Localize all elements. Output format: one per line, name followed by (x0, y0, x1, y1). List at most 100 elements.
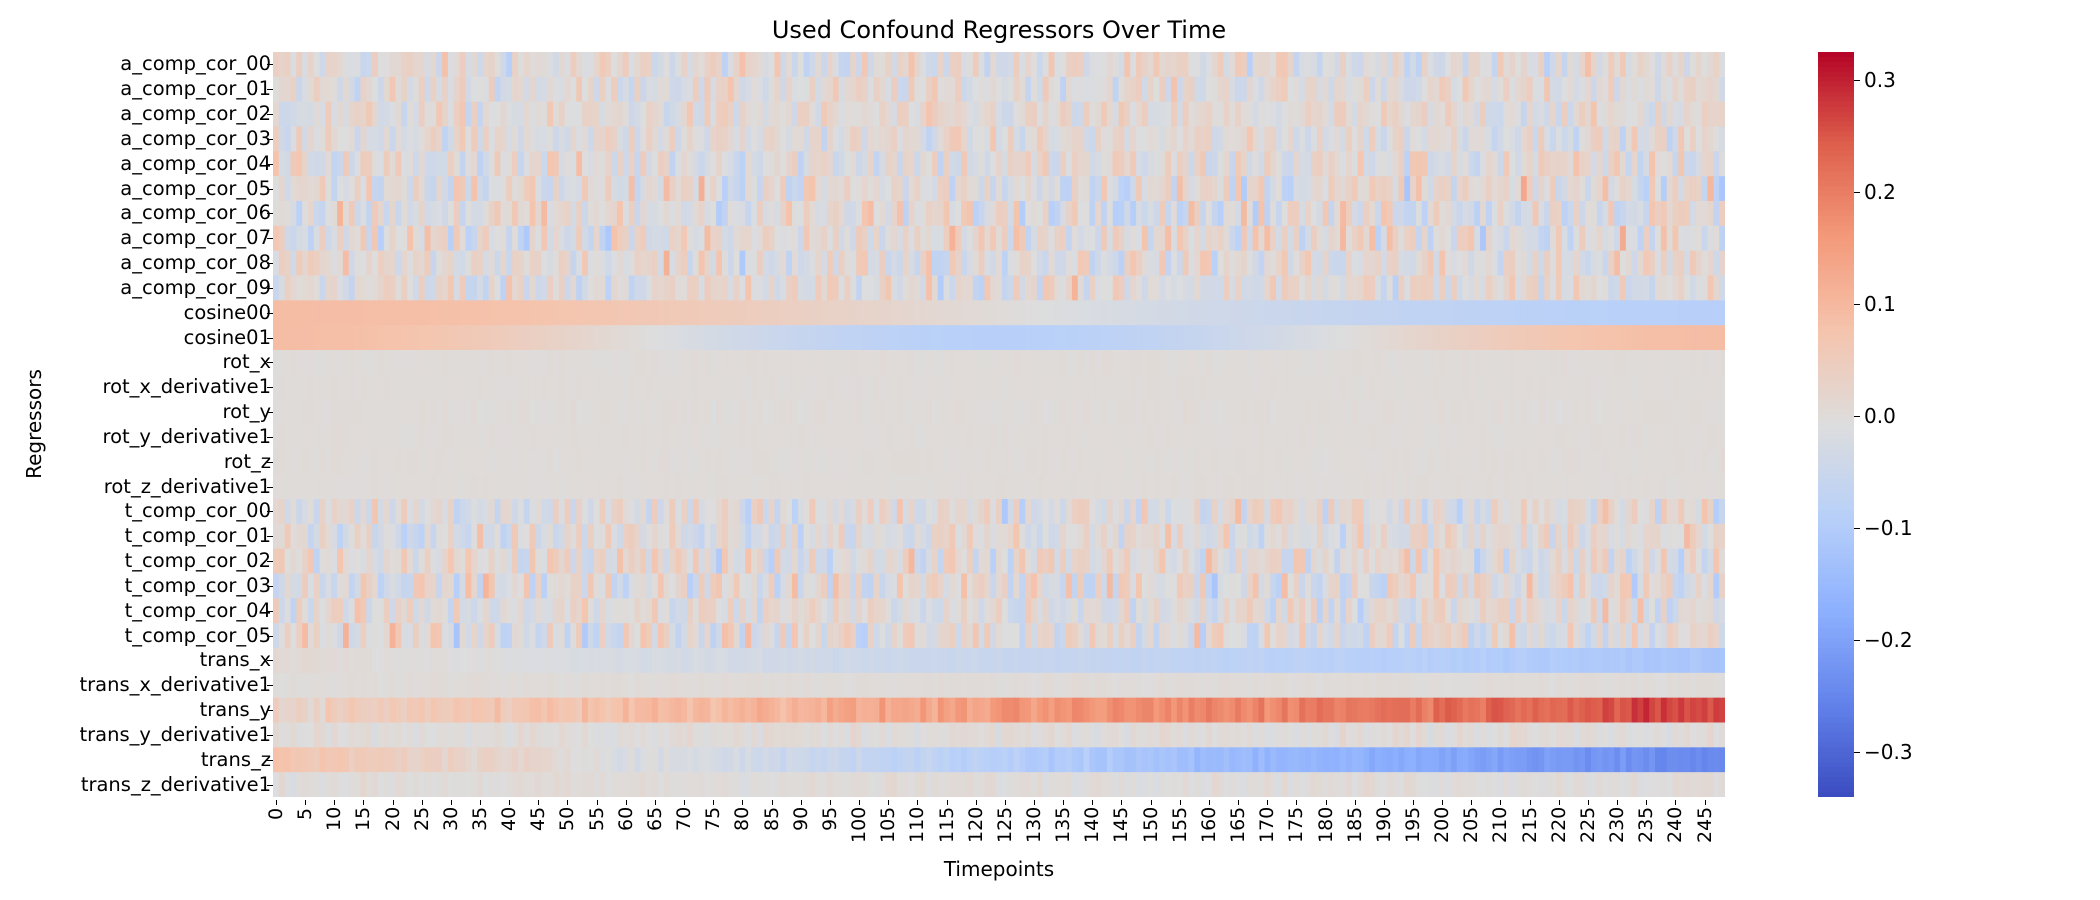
heatmap-cell (710, 325, 717, 351)
heatmap-cell (1106, 52, 1114, 78)
heatmap-cell (576, 449, 583, 475)
heatmap-cell (1235, 176, 1242, 202)
heatmap-cell (1340, 225, 1347, 251)
heatmap-cell (512, 474, 519, 500)
heatmap-cell (1112, 424, 1120, 450)
heatmap-cell (774, 101, 781, 127)
heatmap-cell (512, 101, 519, 127)
heatmap-cell (1316, 275, 1324, 301)
heatmap-cell (1153, 176, 1160, 202)
heatmap-cell (1631, 126, 1639, 152)
heatmap-cell (587, 201, 595, 227)
heatmap-cell (1509, 350, 1516, 376)
heatmap-cell (1690, 151, 1697, 177)
heatmap-cell (1427, 275, 1435, 301)
heatmap-cell (442, 52, 449, 78)
heatmap-cell (698, 374, 706, 400)
heatmap-cell (1153, 201, 1160, 227)
heatmap-cell (815, 126, 822, 152)
heatmap-cell (622, 275, 630, 301)
heatmap-cell (307, 201, 315, 227)
heatmap-cell (1608, 325, 1615, 351)
heatmap-cell (961, 201, 968, 227)
heatmap-cell (529, 101, 537, 127)
heatmap-cell (955, 424, 962, 450)
heatmap-cell (1054, 424, 1061, 450)
heatmap-cell (937, 523, 945, 549)
heatmap-cell (500, 76, 507, 102)
heatmap-cell (1660, 350, 1668, 376)
heatmap-cell (1345, 499, 1353, 525)
heatmap-cell (710, 474, 717, 500)
heatmap-cell (1678, 52, 1685, 78)
heatmap-cell (1340, 499, 1347, 525)
heatmap-cell (389, 300, 397, 326)
heatmap-cell (1229, 126, 1236, 152)
heatmap-cell (1491, 449, 1499, 475)
heatmap-cell (401, 399, 408, 425)
heatmap-cell (1614, 52, 1621, 78)
heatmap-cell (1684, 399, 1691, 425)
heatmap-cell (436, 101, 443, 127)
heatmap-cell (1439, 52, 1446, 78)
heatmap-cell (1310, 523, 1318, 549)
heatmap-cell (1427, 300, 1435, 326)
heatmap-cell (523, 250, 531, 276)
heatmap-cell (844, 523, 851, 549)
heatmap-cell (1363, 374, 1370, 400)
heatmap-row-cosine00 (273, 300, 1725, 326)
heatmap-cell (1357, 101, 1365, 127)
heatmap-cell (1625, 225, 1633, 251)
heatmap-cell (710, 449, 717, 475)
heatmap-cell (1439, 300, 1446, 326)
heatmap-cell (1544, 225, 1551, 251)
heatmap-cell (961, 176, 968, 202)
heatmap-cell (1445, 201, 1452, 227)
heatmap-cell (1182, 151, 1190, 177)
heatmap-cell (1538, 424, 1545, 450)
heatmap-cell (587, 101, 595, 127)
heatmap-cell (1410, 126, 1417, 152)
heatmap-cell (570, 275, 577, 301)
heatmap-cell (1520, 201, 1528, 227)
heatmap-cell (1357, 499, 1365, 525)
heatmap-cell (791, 151, 799, 177)
heatmap-cell (290, 325, 297, 351)
heatmap-cell (1054, 350, 1061, 376)
heatmap-cell (972, 151, 980, 177)
heatmap-cell (844, 499, 851, 525)
heatmap-cell (1048, 474, 1055, 500)
heatmap-cell (1106, 151, 1114, 177)
heatmap-cell (1532, 225, 1539, 251)
heatmap-cell (739, 374, 746, 400)
heatmap-cell (762, 399, 770, 425)
heatmap-cell (821, 399, 828, 425)
heatmap-cell (494, 325, 502, 351)
heatmap-cell (1439, 126, 1446, 152)
heatmap-cell (931, 474, 939, 500)
heatmap-cell (1206, 76, 1213, 102)
heatmap-cell (477, 499, 484, 525)
heatmap-cell (844, 325, 851, 351)
heatmap-cell (990, 275, 997, 301)
heatmap-cell (949, 374, 956, 400)
heatmap-cell (512, 76, 519, 102)
heatmap-cell (1561, 350, 1569, 376)
heatmap-cell (1200, 52, 1207, 78)
heatmap-cell (1427, 449, 1435, 475)
heatmap-cell (902, 151, 910, 177)
heatmap-cell (1649, 350, 1656, 376)
heatmap-cell (377, 176, 385, 202)
heatmap-cell (867, 275, 875, 301)
heatmap-cell (797, 449, 805, 475)
heatmap-cell (896, 350, 904, 376)
heatmap-cell (1130, 350, 1137, 376)
heatmap-cell (692, 126, 700, 152)
heatmap-cell (296, 424, 303, 450)
heatmap-cell (786, 449, 793, 475)
heatmap-cell (290, 176, 297, 202)
heatmap-cell (529, 350, 537, 376)
heatmap-cell (278, 350, 286, 376)
heatmap-cell (1165, 176, 1172, 202)
heatmap-cell (1048, 300, 1055, 326)
